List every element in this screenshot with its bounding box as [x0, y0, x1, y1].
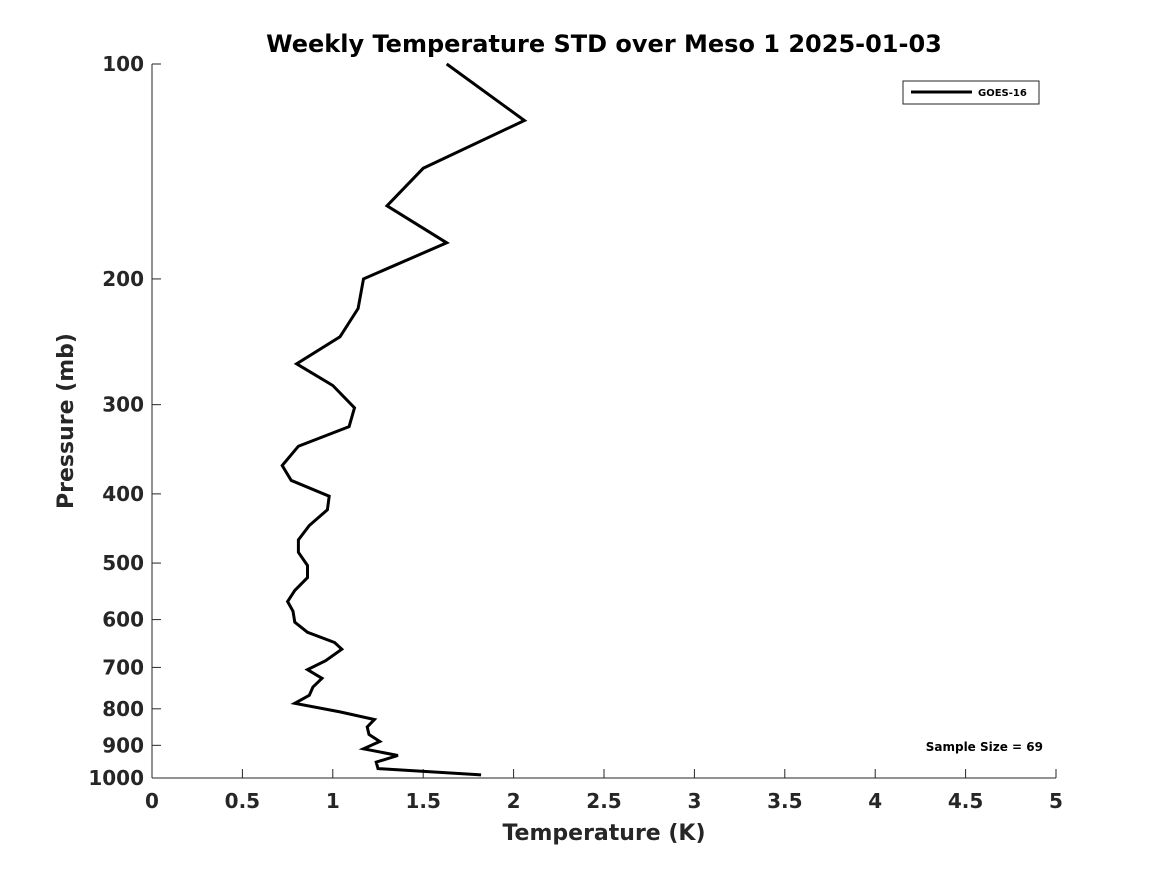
- legend-label-goes-16: GOES-16: [978, 88, 1027, 99]
- y-tick-label: 300: [102, 393, 144, 417]
- x-tick-label: 2: [507, 789, 521, 813]
- x-tick-label: 1: [326, 789, 340, 813]
- y-tick-label: 500: [102, 551, 144, 575]
- x-tick-label: 2.5: [586, 789, 621, 813]
- series-line-goes-16: [280, 62, 528, 777]
- series-group: [280, 62, 528, 777]
- x-tick-label: 3: [687, 789, 701, 813]
- x-axis-ticks: 0 0.5 1 1.5 2 2.5 3 3.5 4 4.5 5: [145, 769, 1063, 813]
- x-tick-label: 1.5: [405, 789, 440, 813]
- chart-title: Weekly Temperature STD over Meso 1 2025-…: [266, 30, 942, 58]
- x-tick-label: 0: [145, 789, 159, 813]
- x-tick-label: 4: [868, 789, 882, 813]
- sample-size-annotation: Sample Size = 69: [926, 740, 1043, 754]
- x-tick-label: 3.5: [767, 789, 802, 813]
- y-tick-label: 900: [102, 733, 144, 757]
- x-tick-label: 0.5: [225, 789, 260, 813]
- axes: [151, 64, 1056, 779]
- x-tick-label: 4.5: [948, 789, 983, 813]
- y-axis-ticks: 100 200 300 400 500 600 700 800 900 1000: [88, 52, 161, 790]
- x-tick-label: 5: [1049, 789, 1063, 813]
- y-tick-label: 400: [102, 482, 144, 506]
- y-tick-label: 100: [102, 52, 144, 76]
- legend: GOES-16: [902, 80, 1040, 105]
- y-tick-label: 800: [102, 697, 144, 721]
- y-tick-label: 1000: [88, 766, 144, 790]
- x-axis-label: Temperature (K): [502, 821, 705, 846]
- y-axis-label: Pressure (mb): [54, 333, 79, 509]
- y-tick-label: 700: [102, 655, 144, 679]
- y-tick-label: 200: [102, 267, 144, 291]
- y-tick-label: 600: [102, 608, 144, 632]
